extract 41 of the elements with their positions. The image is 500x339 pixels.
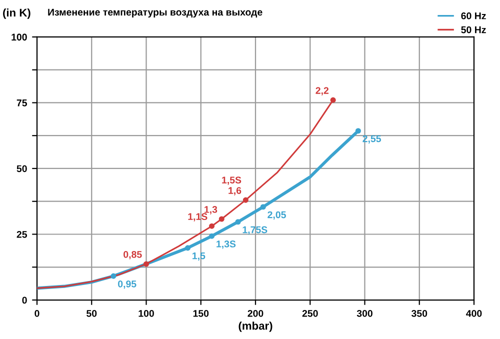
annotation: 0,85 <box>124 251 142 260</box>
x-tick-label: 350 <box>411 310 428 317</box>
point <box>235 219 241 225</box>
y-tick-label: 75 <box>16 100 28 106</box>
y-tick-label: 25 <box>16 230 28 238</box>
point <box>218 216 224 222</box>
legend-label: 60 Hz <box>461 12 486 20</box>
x-tick-label: 100 <box>138 310 154 317</box>
annotation: 1,1S <box>188 213 208 222</box>
point <box>184 245 191 251</box>
annotation: 1,75S <box>242 226 268 235</box>
x-tick-label: 0 <box>34 310 40 317</box>
annotation: 2,2 <box>316 87 329 96</box>
annotation: 1,5S 1,6 <box>222 176 242 196</box>
x-tick-label: 400 <box>466 310 482 317</box>
annotation: 1,3 <box>204 206 218 214</box>
x-tick-label: 300 <box>356 310 372 317</box>
point <box>143 261 150 267</box>
y-tick-label: 0 <box>22 296 27 304</box>
annotation: 0,95 <box>118 280 136 289</box>
y-tick-label: 100 <box>12 34 27 41</box>
annotation: 2,05 <box>268 211 286 220</box>
x-tick-label: 250 <box>302 310 318 317</box>
point <box>355 128 361 134</box>
annotation: 1,3S <box>216 240 236 249</box>
legend-label: 50 Hz <box>461 26 486 34</box>
point <box>209 233 215 239</box>
annotation: 1,5 <box>192 252 206 261</box>
x-tick-label: 150 <box>193 310 209 317</box>
annotation: 2,55 <box>362 135 382 144</box>
point <box>209 223 215 229</box>
x-tick-label: 50 <box>86 310 97 317</box>
point <box>330 97 336 103</box>
chart-title: Изменение температуры воздуха на выходе <box>48 8 262 18</box>
point <box>260 204 266 210</box>
point <box>242 197 248 203</box>
point <box>110 273 116 279</box>
x-axis-title: (mbar) <box>238 322 272 332</box>
y-tick-label: 50 <box>16 165 27 172</box>
y-axis-title: (in K) <box>3 8 30 19</box>
x-tick-label: 200 <box>248 310 264 317</box>
